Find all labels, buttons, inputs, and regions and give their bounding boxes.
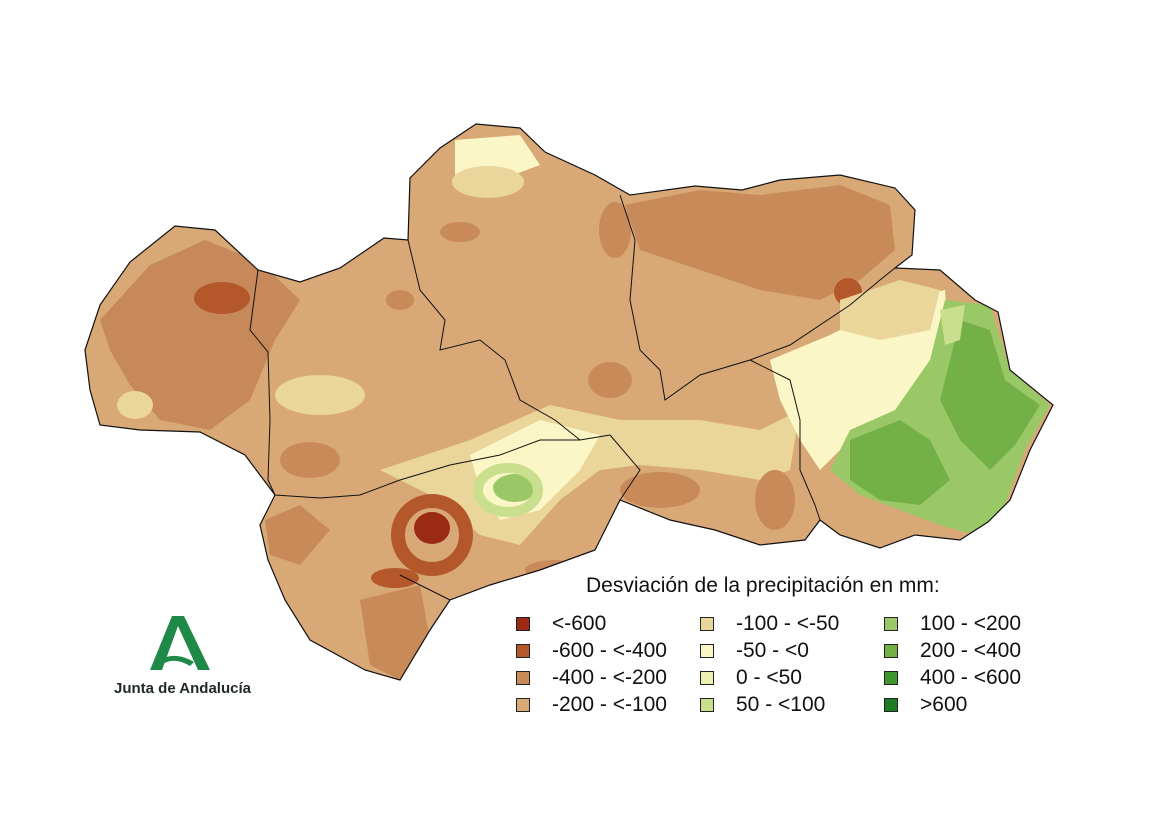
legend-swatch [884, 643, 898, 658]
legend-swatch [884, 616, 898, 631]
legend-item: -400 - <-200 [516, 664, 667, 691]
legend-column-2: -100 - <-50 -50 - <0 0 - <50 50 - <100 [700, 610, 839, 718]
legend-swatch [884, 670, 898, 685]
legend-swatch [516, 697, 530, 712]
legend-item: -600 - <-400 [516, 637, 667, 664]
legend-label: -50 - <0 [736, 638, 809, 662]
region-outline [84, 123, 1054, 681]
logo-text: Junta de Andalucía [114, 680, 251, 697]
legend-item: 400 - <600 [884, 664, 1021, 691]
legend-label: -600 - <-400 [552, 638, 667, 662]
legend-label: 200 - <400 [920, 638, 1022, 662]
legend-item: -100 - <-50 [700, 610, 839, 637]
legend-swatch [700, 670, 714, 685]
legend-label: <-600 [552, 611, 607, 635]
legend-item: -200 - <-100 [516, 691, 667, 718]
junta-andalucia-logo-icon [150, 616, 210, 670]
legend-column-3: 100 - <200 200 - <400 400 - <600 >600 [884, 610, 1021, 718]
legend-title: Desviación de la precipitación en mm: [586, 574, 940, 597]
legend-column-1: <-600 -600 - <-400 -400 - <-200 -200 - <… [516, 610, 667, 718]
legend-item: -50 - <0 [700, 637, 839, 664]
legend-label: >600 [920, 692, 968, 716]
legend-swatch [884, 697, 898, 712]
legend-item: >600 [884, 691, 1021, 718]
legend-item: 50 - <100 [700, 691, 839, 718]
legend-label: 0 - <50 [736, 665, 802, 689]
legend-label: 50 - <100 [736, 692, 826, 716]
legend-label: 400 - <600 [920, 665, 1022, 689]
legend-swatch [700, 697, 714, 712]
legend-item: 0 - <50 [700, 664, 839, 691]
province-borders [249, 194, 896, 601]
legend-label: -100 - <-50 [736, 611, 840, 635]
legend-label: -200 - <-100 [552, 692, 667, 716]
legend-swatch [700, 643, 714, 658]
legend-label: -400 - <-200 [552, 665, 667, 689]
legend-swatch [516, 643, 530, 658]
legend-item: <-600 [516, 610, 667, 637]
legend-swatch [700, 616, 714, 631]
legend-swatch [516, 616, 530, 631]
legend-swatch [516, 670, 530, 685]
legend-label: 100 - <200 [920, 611, 1022, 635]
legend-item: 200 - <400 [884, 637, 1021, 664]
legend-item: 100 - <200 [884, 610, 1021, 637]
